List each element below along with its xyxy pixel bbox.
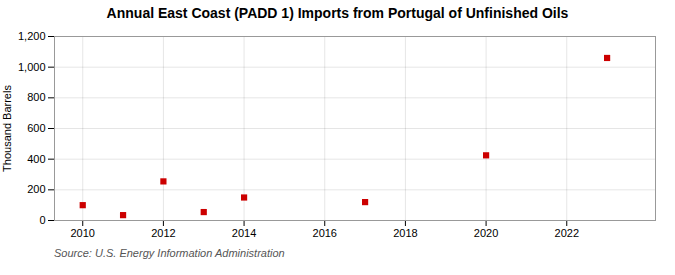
svg-text:2018: 2018 (393, 227, 417, 239)
svg-text:400: 400 (27, 153, 45, 165)
svg-text:0: 0 (39, 214, 45, 226)
html-text:Source: U.S. Energy Informatio: Source: U.S. Energy Information Administ… (54, 247, 285, 259)
svg-text:2014: 2014 (232, 227, 256, 239)
svg-text:200: 200 (27, 183, 45, 195)
svg-text:800: 800 (27, 91, 45, 103)
svg-text:2020: 2020 (474, 227, 498, 239)
svg-text:1,200: 1,200 (18, 30, 46, 42)
html-text:Annual East Coast (PADD 1) Imp: Annual East Coast (PADD 1) Imports from … (106, 5, 569, 21)
svg-text:Thousand Barrels: Thousand Barrels (1, 85, 13, 172)
svg-text:2012: 2012 (151, 227, 175, 239)
svg-text:2016: 2016 (313, 227, 337, 239)
svg-text:2022: 2022 (555, 227, 579, 239)
svg-text:1,000: 1,000 (18, 61, 46, 73)
svg-text:600: 600 (27, 122, 45, 134)
svg-text:2010: 2010 (70, 227, 94, 239)
